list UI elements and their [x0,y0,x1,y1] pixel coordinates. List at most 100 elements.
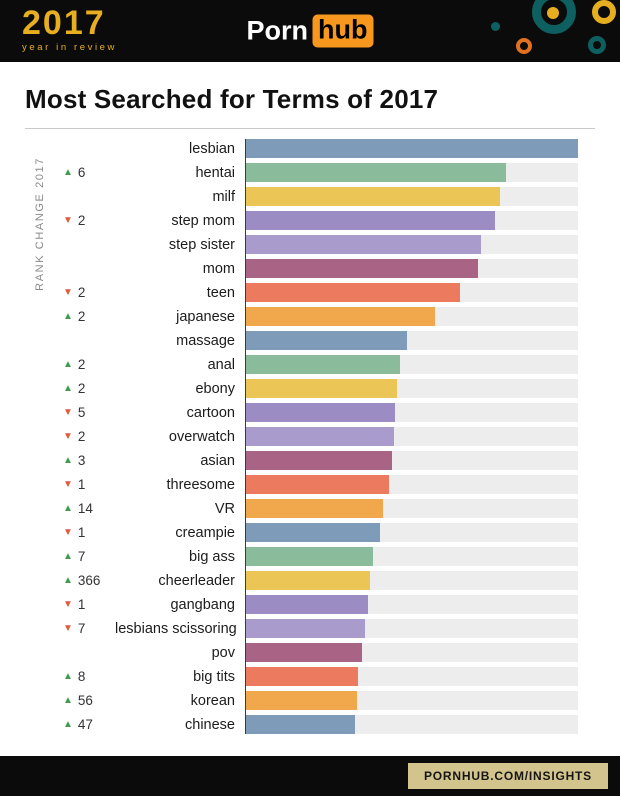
term-label: japanese [176,308,235,325]
rank-change: ▼ 5 [25,405,115,420]
rank-change: ▲ 47 [25,717,115,732]
bar-track [245,331,578,350]
rank-change-value: 2 [77,285,86,300]
header-bar: 2017 year in review Porn hub [0,0,620,62]
decorative-circles [460,0,620,62]
bar-fill [245,547,374,566]
bar-fill [245,379,397,398]
y-axis-label: RANK CHANGE 2017 [34,157,46,291]
term-label: cartoon [186,404,235,421]
rank-change-value: 7 [77,549,86,564]
rank-up-icon: ▲ [63,502,73,514]
chart-row: ▼ 1 creampie [25,523,578,542]
term-label: step mom [171,212,235,229]
bar-fill [245,595,369,614]
chart-row: ▲ 3 asian [25,451,578,470]
rank-change: ▼ 2 [25,429,115,444]
term-label: teen [206,284,235,301]
rank-change: ▼ 2 [25,285,115,300]
rank-up-icon: ▲ [63,694,73,706]
rank-change: ▼ 7 [25,621,115,636]
bar-fill [245,283,460,302]
rank-down-icon: ▼ [63,406,73,418]
bar-fill [245,475,390,494]
bar-fill [245,187,500,206]
brand-logo-part1: Porn [246,15,309,46]
rank-down-icon: ▼ [63,478,73,490]
bar-fill [245,259,479,278]
rank-change: ▲ 2 [25,357,115,372]
bar-track [245,307,578,326]
rank-change-value: 47 [77,717,93,732]
bar-fill [245,139,578,158]
logo-year-text: 2017 [22,4,106,42]
chart-row: ▲ 366 cheerleader [25,571,578,590]
rank-change-value: 56 [77,693,93,708]
bar-track [245,475,578,494]
rank-up-icon: ▲ [63,574,73,586]
rank-change: ▲ 6 [25,165,115,180]
circle-decoration-icon [588,36,606,54]
circle-decoration-icon [547,7,559,19]
rank-change-value: 1 [77,525,86,540]
chart-row: ▼ 2 step mom [25,211,578,230]
rank-change: ▲ 14 [25,501,115,516]
rank-change-value: 366 [77,573,101,588]
term-label: milf [212,188,235,205]
chart-row: ▲ 2 anal [25,355,578,374]
chart-row: step sister [25,235,578,254]
term-label: creampie [175,524,235,541]
bar-track [245,163,578,182]
rank-up-icon: ▲ [63,166,73,178]
page-title: Most Searched for Terms of 2017 [25,84,439,114]
term-label: lesbians scissoring [115,620,237,637]
rank-down-icon: ▼ [63,286,73,298]
rank-down-icon: ▼ [63,526,73,538]
bar-track [245,211,578,230]
bar-track [245,355,578,374]
rank-up-icon: ▲ [63,358,73,370]
term-label: hentai [195,164,235,181]
bar-fill [245,643,362,662]
chart-row: ▼ 5 cartoon [25,403,578,422]
term-label: VR [214,500,235,517]
chart-row: ▲ 2 ebony [25,379,578,398]
bar-track [245,283,578,302]
bar-track [245,259,578,278]
term-label: threesome [166,476,235,493]
term-label: anal [207,356,235,373]
insights-link[interactable]: PORNHUB.COM/INSIGHTS [407,763,608,789]
rank-change: ▲ 2 [25,309,115,324]
rank-change-value: 2 [77,381,86,396]
year-in-review-logo: 2017 year in review [22,6,117,53]
chart-row: ▲ 14 VR [25,499,578,518]
rank-change-value: 2 [77,309,86,324]
bar-track [245,715,578,734]
rank-up-icon: ▲ [63,718,73,730]
bar-track [245,139,578,158]
rank-change-value: 6 [77,165,86,180]
chart-row: ▼ 2 overwatch [25,427,578,446]
brand-logo: Porn hub [246,14,374,48]
chart-row: milf [25,187,578,206]
bar-fill [245,691,357,710]
term-label: korean [190,692,235,709]
circle-decoration-icon [491,22,500,31]
rank-change: ▲ 56 [25,693,115,708]
rank-up-icon: ▲ [63,382,73,394]
logo-subtitle-text: year in review [22,42,118,53]
rank-change-value: 14 [77,501,93,516]
bar-track [245,691,578,710]
term-label: chinese [185,716,235,733]
bar-track [245,187,578,206]
rank-change: ▼ 1 [25,525,115,540]
rank-change: ▲ 366 [25,573,115,588]
term-label: step sister [168,236,235,253]
rank-change: ▼ 1 [25,597,115,612]
rank-down-icon: ▼ [63,430,73,442]
chart-row: ▲ 7 big ass [25,547,578,566]
chart-row: massage [25,331,578,350]
bar-track [245,523,578,542]
bar-track [245,451,578,470]
bar-fill [245,211,495,230]
